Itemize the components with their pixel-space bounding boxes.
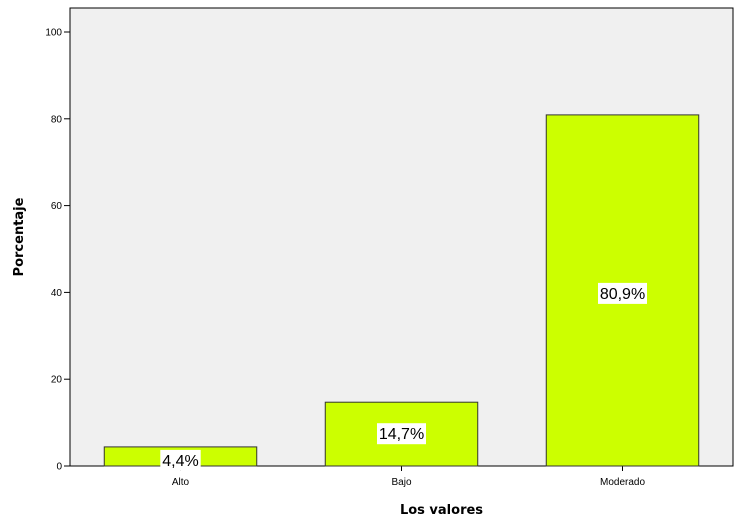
y-tick-label: 100: [45, 28, 62, 39]
y-tick-label: 80: [51, 114, 63, 125]
data-label-box: [160, 449, 201, 471]
x-tick-label: Moderado: [600, 477, 645, 488]
data-label-text: 14,7%: [379, 426, 424, 443]
data-label-box: [377, 423, 426, 445]
data-label: 14,7%: [377, 423, 426, 445]
y-tick-label: 20: [51, 375, 63, 386]
y-tick-label: 60: [51, 201, 63, 212]
data-label: 4,4%: [160, 449, 201, 471]
data-label-text: 80,9%: [600, 286, 645, 303]
y-axis-title: Porcentaje: [12, 197, 27, 276]
x-tick-label: Bajo: [391, 477, 411, 488]
data-labels-group: 4,4% 14,7% 80,9%: [160, 282, 647, 471]
x-axis: Alto Bajo Moderado: [172, 466, 645, 488]
y-tick-label: 40: [51, 288, 63, 299]
y-axis: 0 20 40 60 80 100: [45, 28, 70, 473]
data-label-text: 4,4%: [162, 453, 198, 470]
y-tick-label: 0: [56, 462, 62, 473]
data-label-box: [598, 282, 647, 304]
x-axis-title: Los valores: [400, 503, 483, 518]
x-tick-label: Alto: [172, 477, 190, 488]
bar-moderado: [545, 114, 700, 467]
data-label: 80,9%: [598, 282, 647, 304]
